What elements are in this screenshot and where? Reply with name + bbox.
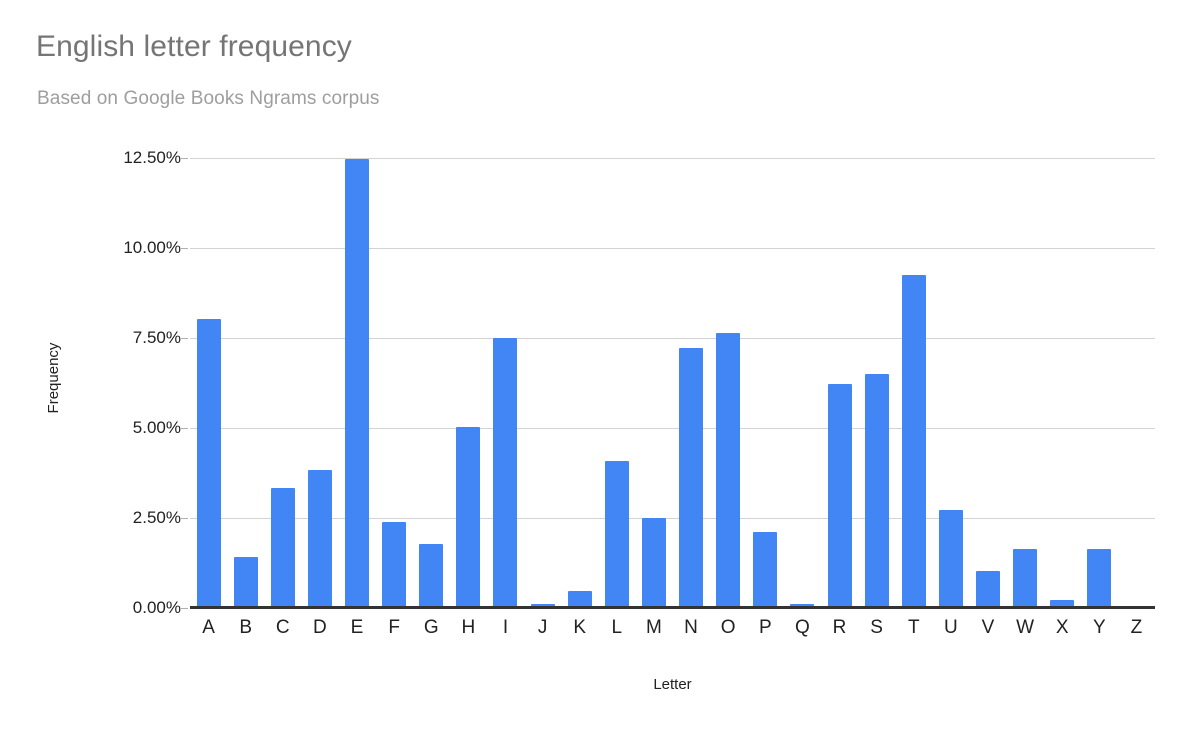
y-tick-mark — [181, 247, 188, 249]
x-tick-label: G — [423, 617, 439, 638]
x-tick-label: W — [1016, 617, 1035, 638]
x-tick-label: R — [832, 617, 847, 638]
x-tick-label: V — [981, 617, 995, 638]
bar[interactable] — [975, 570, 1000, 608]
x-tick-label: K — [573, 617, 587, 638]
bar[interactable] — [827, 383, 852, 608]
gridline — [190, 427, 1155, 429]
bar[interactable] — [233, 556, 258, 608]
x-tick-label: Z — [1130, 617, 1143, 638]
gridline — [190, 517, 1155, 519]
bar[interactable] — [790, 603, 815, 608]
y-tick-label: 10.00% — [123, 237, 181, 257]
x-tick-label: B — [239, 617, 253, 638]
x-tick-label: D — [313, 617, 327, 638]
x-tick-label: Q — [795, 617, 810, 638]
gridline — [190, 247, 1155, 249]
bar[interactable] — [493, 337, 518, 608]
y-tick-mark — [181, 337, 188, 339]
bar[interactable] — [382, 521, 407, 608]
x-tick-label: L — [611, 617, 623, 638]
x-tick-label: O — [720, 617, 736, 638]
x-tick-label: N — [684, 617, 698, 638]
x-tick-label: U — [943, 617, 958, 638]
bar[interactable] — [864, 373, 889, 608]
x-tick-label: S — [870, 617, 883, 638]
bar[interactable] — [1087, 548, 1112, 608]
bar[interactable] — [753, 532, 778, 608]
bar[interactable] — [1050, 600, 1075, 608]
bar[interactable] — [345, 159, 370, 608]
x-tick-label: C — [275, 617, 290, 638]
gridline — [190, 157, 1155, 159]
bar[interactable] — [901, 275, 926, 608]
x-tick-label: F — [388, 617, 400, 638]
bar[interactable] — [716, 333, 741, 608]
plot-area — [181, 150, 1155, 609]
x-tick-label: I — [502, 617, 509, 638]
y-tick-label: 2.50% — [132, 507, 181, 527]
bar[interactable] — [679, 348, 704, 608]
y-tick-mark — [181, 157, 188, 159]
y-tick-mark — [181, 427, 188, 429]
bar[interactable] — [938, 510, 963, 608]
bar[interactable] — [567, 591, 592, 608]
x-axis-line — [190, 606, 1155, 609]
chart-subtitle: Based on Google Books Ngrams corpus — [37, 88, 380, 109]
bar[interactable] — [307, 470, 332, 608]
x-tick-label: J — [537, 617, 548, 638]
x-axis-title: Letter — [653, 676, 692, 693]
x-tick-label: M — [646, 617, 662, 638]
y-axis-title: Frequency — [45, 342, 62, 414]
y-tick-mark — [181, 517, 188, 519]
bar[interactable] — [270, 488, 295, 608]
x-tick-label: E — [350, 617, 364, 638]
x-tick-label: A — [202, 617, 215, 638]
x-tick-label: H — [461, 617, 476, 638]
gridline — [190, 337, 1155, 339]
bar[interactable] — [419, 543, 444, 608]
y-tick-label: 0.00% — [132, 598, 181, 617]
x-tick-label: P — [758, 617, 772, 638]
y-tick-label: 7.50% — [132, 327, 181, 347]
y-tick-label: 12.50% — [123, 147, 181, 167]
bar[interactable] — [604, 461, 629, 608]
bar[interactable] — [1013, 548, 1038, 608]
y-tick-label: 5.00% — [132, 417, 181, 437]
y-tick-mark — [181, 608, 188, 609]
x-tick-label: Y — [1092, 617, 1106, 638]
x-tick-label: T — [907, 617, 920, 638]
bar[interactable] — [196, 318, 221, 608]
bar[interactable] — [641, 518, 666, 608]
bar[interactable] — [456, 426, 481, 608]
chart-title: English letter frequency — [36, 30, 352, 63]
x-tick-label: X — [1055, 617, 1069, 638]
